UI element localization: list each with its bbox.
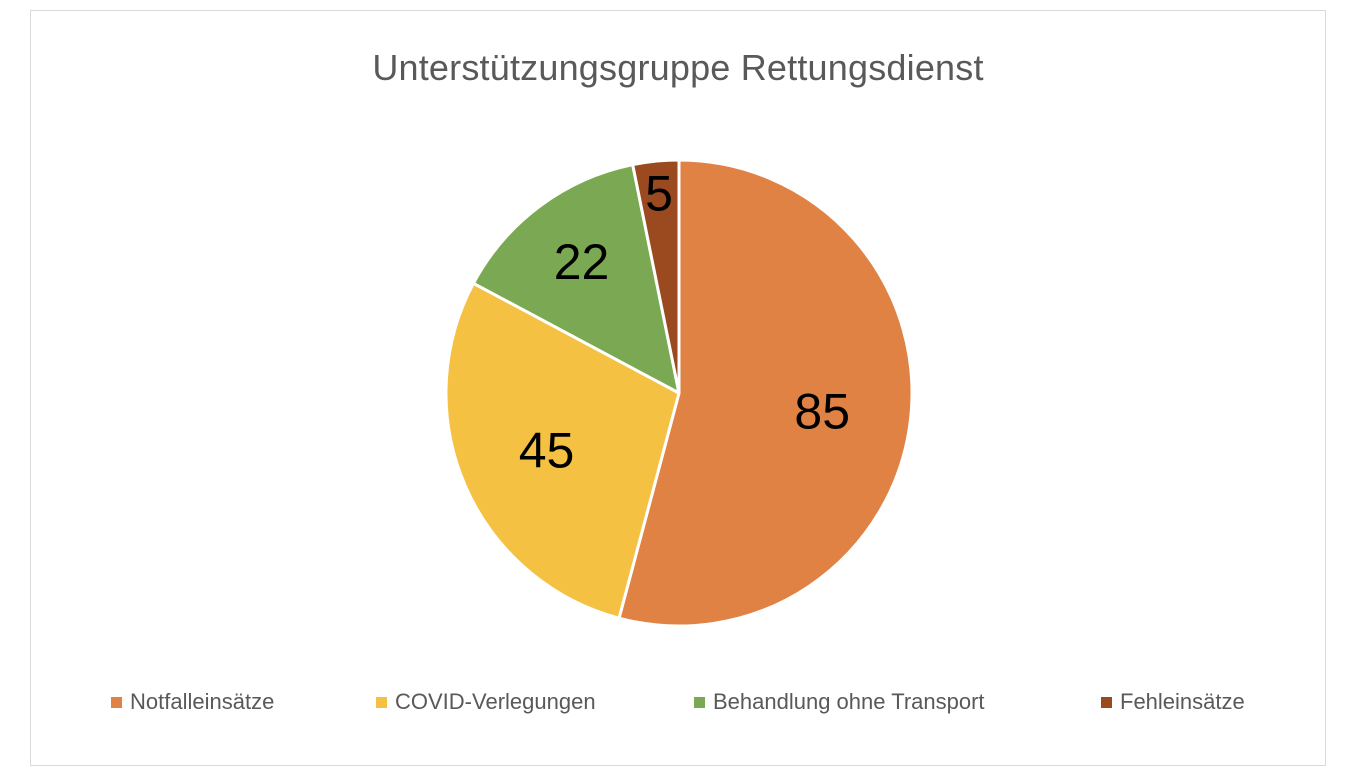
legend-swatch-notfalleinsaetze: [111, 696, 122, 708]
data-label-behandlung-ohne-transport: 22: [554, 234, 610, 290]
data-label-covid-verlegungen: 45: [519, 423, 575, 479]
chart-legend: Notfalleinsätze COVID-Verlegungen Behand…: [31, 689, 1325, 719]
legend-item-behandlung-ohne-transport: Behandlung ohne Transport: [694, 689, 985, 715]
legend-label-fehleinsaetze: Fehleinsätze: [1120, 689, 1245, 714]
legend-label-covid-verlegungen: COVID-Verlegungen: [395, 689, 596, 714]
chart-title: Unterstützungsgruppe Rettungsdienst: [372, 47, 984, 88]
pie-slice-fehleinsaetze: [631, 158, 681, 395]
data-label-notfalleinsaetze: 85: [794, 384, 850, 440]
pie-chart: 85 45 22 5: [444, 158, 914, 628]
pie-slice-behandlung-ohne-transport: [471, 163, 681, 395]
pie-slice-covid-verlegungen: [444, 281, 681, 620]
legend-label-notfalleinsaetze: Notfalleinsätze: [130, 689, 275, 714]
pie-slice-notfalleinsaetze: [617, 158, 914, 628]
legend-item-covid-verlegungen: COVID-Verlegungen: [376, 689, 596, 715]
data-label-fehleinsaetze: 5: [645, 166, 673, 222]
legend-swatch-covid-verlegungen: [376, 696, 387, 708]
legend-label-behandlung-ohne-transport: Behandlung ohne Transport: [713, 689, 985, 714]
legend-swatch-fehleinsaetze: [1101, 696, 1112, 708]
legend-item-fehleinsaetze: Fehleinsätze: [1101, 689, 1245, 715]
legend-item-notfalleinsaetze: Notfalleinsätze: [111, 689, 274, 715]
chart-frame: Unterstützungsgruppe Rettungsdienst 85 45…: [30, 10, 1326, 766]
legend-swatch-behandlung-ohne-transport: [694, 696, 705, 708]
